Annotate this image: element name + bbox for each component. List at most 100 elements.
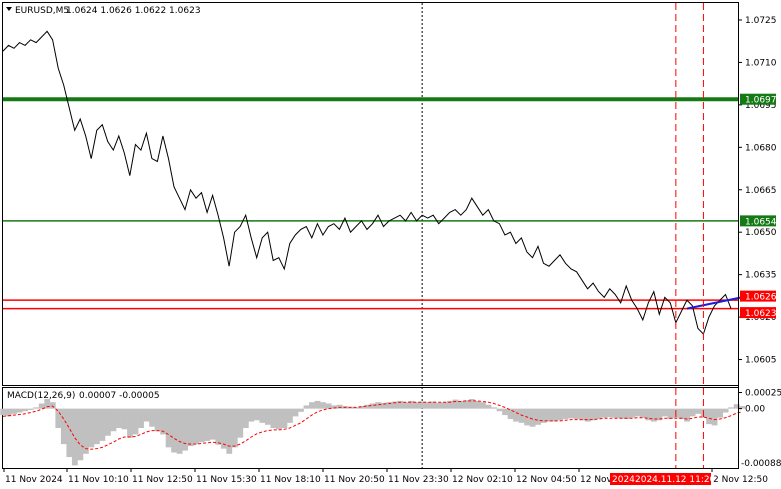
macd-histogram-bar [667,408,674,419]
chart-header[interactable]: EURUSD,M5 1.0624 1.0626 1.0622 1.0623 [6,6,201,16]
time-label: 12 Nov 04:50 [516,475,577,485]
macd-bottom-label: -0.00088 [741,459,781,469]
macd-histogram-bar [424,402,431,409]
macd-histogram-bar [419,401,426,409]
macd-histogram-bar [601,408,608,418]
macd-histogram-bar [226,408,233,454]
macd-histogram-bar [513,408,519,422]
price-tick-label: 1.0665 [745,186,777,196]
macd-histogram-bar [127,408,133,438]
macd-histogram-bar [441,402,448,409]
macd-values: 0.00007 -0.00005 [79,391,160,401]
macd-histogram-bar [99,408,106,441]
level-upper-label: 1.0697 [745,96,777,106]
price-tick-label: 1.0725 [745,16,777,26]
macd-histogram-bar [16,408,23,413]
main-chart-frame [2,2,739,386]
macd-histogram-bar [264,408,271,425]
macd-histogram-bar [204,408,211,441]
price-tick-label: 1.0680 [745,143,777,153]
macd-histogram-bar [77,408,84,461]
time-label: 11 Nov 15:30 [196,475,257,485]
macd-histogram-bar [71,408,78,466]
time-label: 11 Nov 18:10 [260,475,321,485]
macd-histogram-bar [485,404,492,409]
macd-tick-label: 0.00025 [745,389,781,399]
macd-histogram-bar [573,408,580,419]
macd-histogram-bar [375,402,382,409]
markers-layer [675,3,704,468]
macd-histogram-bar [38,403,45,409]
time-label: 12 Nov [580,475,613,485]
macd-histogram-bar [435,402,442,409]
macd-histogram-bar [717,408,724,418]
level-red-lower-label: 1.0623 [745,309,777,319]
price-line [2,30,732,336]
macd-histogram-bar [55,408,62,428]
macd-histogram-bar [695,408,701,414]
macd-header: MACD(12,26,9) 0.00007 -0.00005 [7,391,160,401]
macd-histogram-bar [678,408,685,419]
macd-layer [0,398,746,466]
macd-histogram-bar [623,408,630,419]
macd-histogram-bar [634,408,641,417]
trendline [686,296,743,310]
macd-axis: 0.00025 0.00 -0.00088 [738,389,781,469]
macd-histogram-bar [49,402,56,409]
macd-histogram-bar [105,408,111,436]
macd-histogram-bar [138,408,144,428]
macd-histogram-bar [391,401,398,409]
macd-histogram-bar [364,404,371,409]
macd-histogram-bar [469,398,475,409]
macd-histogram-bar [463,400,470,409]
macd-histogram-bar [651,408,657,422]
macd-histogram-bar [82,408,89,454]
macd-histogram-bar [568,408,575,419]
time-highlight-bg [610,473,711,485]
macd-histogram-bar [242,408,249,428]
macd-histogram-bar [656,408,663,421]
macd-histogram-bar [298,408,304,412]
macd-tick-label: 0.00 [745,405,765,415]
time-label: 11 Nov 10:10 [68,475,129,485]
macd-histogram-bar [121,408,128,430]
macd-histogram-bar [165,408,172,448]
time-label: 11 Nov 20:50 [324,475,385,485]
macd-histogram-bar [640,408,646,418]
macd-histogram-bar [507,408,514,419]
macd-histogram-bar [452,399,459,409]
macd-histogram-bar [309,402,315,409]
macd-histogram-bar [733,404,740,409]
macd-histogram-bar [380,402,387,409]
macd-histogram-bar [353,407,360,409]
macd-histogram-bar [739,406,746,409]
macd-histogram-bar [5,408,12,417]
time-label: 11 Nov 12:50 [132,475,193,485]
macd-histogram-bar [579,408,586,421]
macd-histogram-bar [606,408,613,418]
macd-histogram-bar [331,405,337,409]
macd-histogram-bar [281,408,288,428]
macd-histogram-bar [402,402,409,409]
levels-layer [3,97,738,310]
macd-histogram-bar [446,400,453,409]
dropdown-triangle-icon[interactable] [6,7,12,11]
macd-histogram-bar [292,408,299,417]
macd-histogram-bar [198,408,205,443]
macd-histogram-bar [253,408,260,421]
macd-label: MACD(12,26,9) [7,391,75,401]
macd-histogram-bar [248,408,255,422]
macd-histogram-bar [540,408,547,423]
macd-histogram-bar [518,408,525,423]
macd-histogram-bar [287,408,293,423]
macd-histogram-bar [259,408,266,423]
macd-histogram-bar [491,407,497,409]
price-layer [2,30,743,336]
macd-histogram-bar [502,408,508,416]
macd-histogram-bar [193,408,200,445]
time-highlight-prefix: 2024 [612,475,635,485]
macd-histogram-bar [612,408,619,418]
macd-histogram-bar [546,408,553,422]
level-red-upper-label-bg [740,290,776,302]
macd-histogram-bar [160,408,166,435]
